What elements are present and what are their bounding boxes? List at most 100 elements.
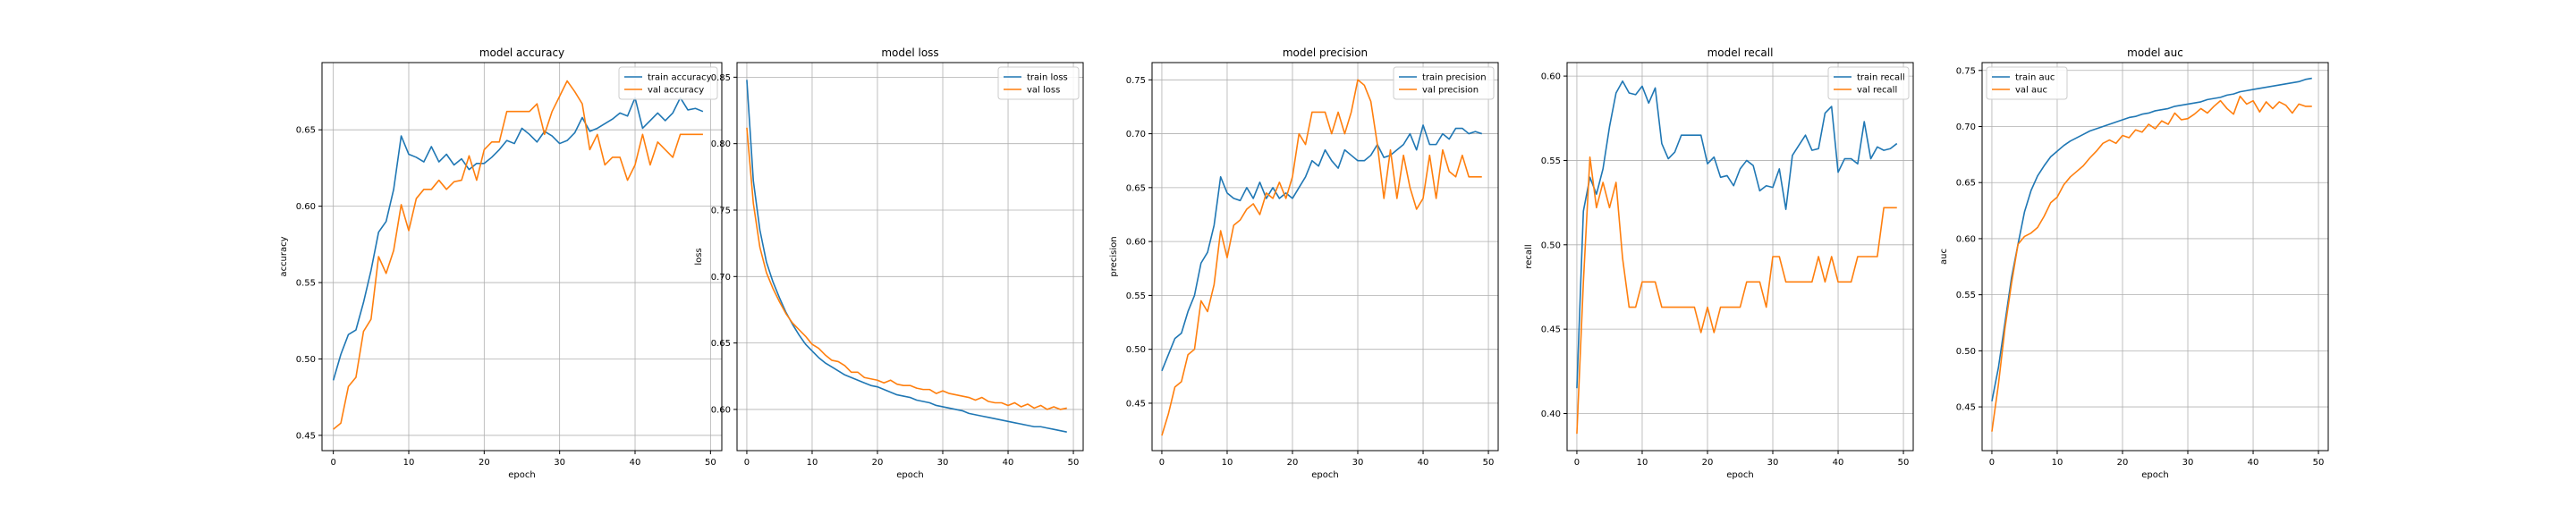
- series-line-0: [332, 97, 704, 381]
- x-axis-label: epoch: [508, 470, 535, 480]
- series-line-0: [1991, 77, 2312, 401]
- x-tick-label-4: 40: [1833, 458, 1844, 468]
- series-line-0: [1161, 124, 1483, 372]
- series-line-1: [1576, 156, 1897, 435]
- chart-panel-4: 0 10 20 30 40 50 0.45 0.50 0.55 0.60 0.65 0.70 0.75 m…: [1939, 46, 2329, 480]
- chart-title: model recall: [1707, 46, 1774, 59]
- legend: train loss val loss: [997, 66, 1080, 100]
- y-tick-label-3: 0.75: [711, 206, 731, 215]
- y-tick-label-0: 0.45: [296, 431, 316, 441]
- y-tick-label-0: 0.60: [711, 405, 731, 415]
- x-tick-label-4: 40: [630, 458, 641, 468]
- x-tick-label-4: 40: [1418, 458, 1429, 468]
- plot-frame: [1566, 62, 1914, 452]
- legend-box: [1393, 66, 1495, 100]
- plot-frame: [1981, 62, 2329, 452]
- x-tick-label-3: 30: [554, 458, 565, 468]
- x-tick-label-0: 0: [744, 458, 750, 468]
- y-tick-label-4: 0.60: [1541, 72, 1561, 82]
- x-tick-label-5: 50: [1898, 458, 1910, 468]
- x-tick-label-5: 50: [1483, 458, 1495, 468]
- y-tick-label-3: 0.55: [1541, 156, 1561, 166]
- y-tick-label-6: 0.75: [1126, 76, 1146, 86]
- chart-panel-2: 0 10 20 30 40 50 0.45 0.50 0.55 0.60 0.65 0.70 0.75 m…: [1109, 46, 1499, 480]
- plot-frame: [736, 62, 1084, 452]
- y-tick-label-5: 0.70: [1126, 130, 1146, 139]
- x-tick-label-0: 0: [1574, 458, 1580, 468]
- y-tick-label-0: 0.45: [1126, 399, 1146, 409]
- legend: train recall val recall: [1827, 66, 1910, 100]
- y-tick-label-2: 0.55: [1126, 291, 1146, 301]
- series-line-1: [1991, 95, 2312, 432]
- chart-title: model auc: [2127, 46, 2183, 59]
- legend-label-0: train loss: [1027, 73, 1068, 83]
- y-tick-label-5: 0.70: [1956, 122, 1976, 132]
- legend-label-0: train auc: [2015, 73, 2055, 83]
- series-line-1: [1161, 79, 1482, 436]
- chart-panel-1: 0 10 20 30 40 50 0.60 0.65 0.70 0.75 0.80 0.85 model…: [694, 46, 1084, 480]
- x-tick-label-1: 10: [403, 458, 415, 468]
- x-tick-label-2: 20: [2117, 458, 2129, 468]
- y-tick-label-1: 0.45: [1541, 325, 1561, 335]
- series-line-1: [746, 127, 1067, 410]
- series-line-0: [1576, 80, 1898, 389]
- legend-box: [997, 66, 1080, 100]
- x-tick-label-2: 20: [1702, 458, 1714, 468]
- x-tick-label-5: 50: [705, 458, 716, 468]
- legend-box: [618, 66, 718, 100]
- x-tick-label-1: 10: [807, 458, 818, 468]
- y-axis-label: precision: [1109, 236, 1119, 276]
- y-tick-label-2: 0.70: [711, 273, 731, 283]
- x-tick-label-1: 10: [1222, 458, 1233, 468]
- chart-title: model precision: [1283, 46, 1368, 59]
- chart-panel-0: 0 10 20 30 40 50 0.45 0.50 0.55 0.60 0.65 model acc…: [279, 46, 723, 480]
- legend-label-1: val loss: [1027, 86, 1060, 96]
- x-tick-label-1: 10: [2052, 458, 2063, 468]
- y-tick-label-4: 0.80: [711, 139, 731, 149]
- y-tick-label-1: 0.50: [1956, 347, 1976, 357]
- legend-label-0: train accuracy: [648, 73, 712, 83]
- y-axis-label: auc: [1939, 249, 1949, 265]
- chart-title: model loss: [881, 46, 938, 59]
- legend-label-1: val precision: [1422, 86, 1479, 96]
- x-axis-label: epoch: [1726, 470, 1753, 480]
- x-tick-label-2: 20: [1287, 458, 1299, 468]
- x-tick-label-3: 30: [937, 458, 949, 468]
- legend-label-0: train precision: [1422, 73, 1487, 83]
- y-tick-label-3: 0.60: [1956, 234, 1976, 244]
- y-tick-label-0: 0.45: [1956, 403, 1976, 413]
- x-tick-label-5: 50: [2313, 458, 2325, 468]
- y-tick-label-6: 0.75: [1956, 66, 1976, 76]
- y-tick-label-4: 0.65: [1956, 179, 1976, 189]
- y-axis-label: loss: [694, 248, 704, 265]
- chart-panel-3: 0 10 20 30 40 50 0.40 0.45 0.50 0.55 0.60 model rec…: [1524, 46, 1914, 480]
- x-tick-label-5: 50: [1068, 458, 1080, 468]
- legend-label-1: val auc: [2015, 86, 2047, 96]
- x-axis-label: epoch: [896, 470, 923, 480]
- y-tick-label-4: 0.65: [296, 126, 316, 136]
- y-tick-label-2: 0.55: [296, 279, 316, 289]
- y-tick-label-1: 0.50: [1126, 345, 1146, 355]
- x-tick-label-3: 30: [2182, 458, 2194, 468]
- y-axis-label: recall: [1524, 244, 1534, 268]
- y-tick-label-1: 0.65: [711, 339, 731, 349]
- series-line-0: [746, 80, 1067, 433]
- legend-box: [1986, 66, 2068, 100]
- x-axis-label: epoch: [2141, 470, 2168, 480]
- legend-box: [1827, 66, 1910, 100]
- legend-label-1: val accuracy: [648, 86, 704, 96]
- y-axis-label: accuracy: [279, 236, 289, 276]
- plot-frame: [321, 62, 723, 452]
- legend-label-1: val recall: [1857, 86, 1897, 96]
- legend: train auc val auc: [1986, 66, 2068, 100]
- plot-frame: [1151, 62, 1499, 452]
- series-line-1: [333, 80, 703, 430]
- chart-title: model accuracy: [479, 46, 564, 59]
- x-tick-label-0: 0: [1159, 458, 1165, 468]
- x-tick-label-2: 20: [872, 458, 884, 468]
- legend: train precision val precision: [1393, 66, 1495, 100]
- y-tick-label-0: 0.40: [1541, 409, 1561, 419]
- y-tick-label-3: 0.60: [1126, 238, 1146, 248]
- x-tick-label-2: 20: [479, 458, 490, 468]
